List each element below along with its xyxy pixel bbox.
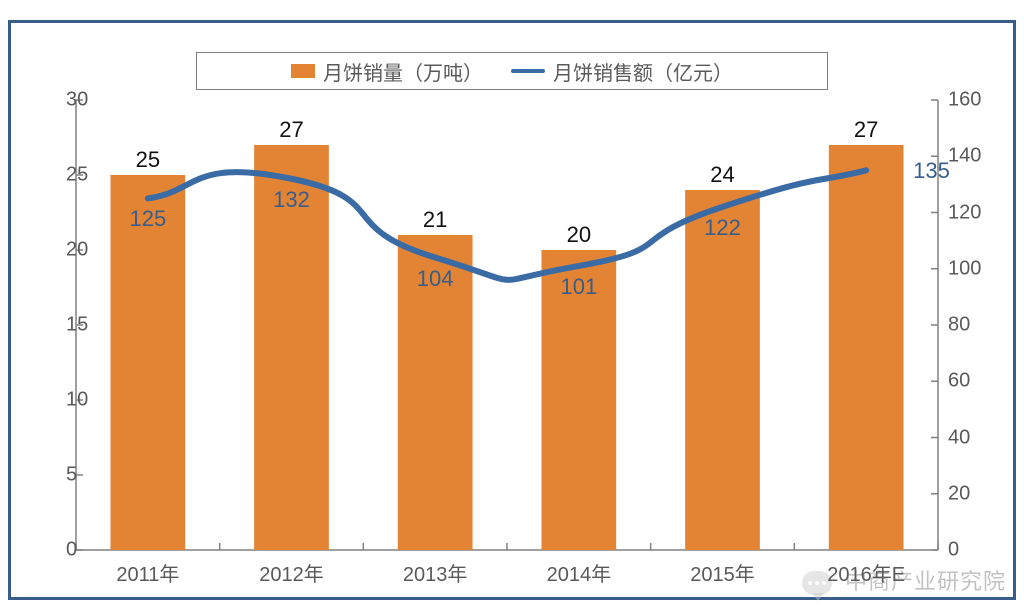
bar-swatch-icon bbox=[291, 64, 315, 78]
y-right-tick-label: 20 bbox=[948, 482, 970, 505]
y-right-tick-label: 140 bbox=[948, 145, 981, 168]
chart-svg bbox=[76, 100, 938, 550]
line-value-label: 101 bbox=[560, 274, 597, 300]
line-value-label: 135 bbox=[913, 158, 950, 184]
x-tick-label: 2011年 bbox=[116, 558, 179, 587]
legend: 月饼销量（万吨） 月饼销售额（亿元） bbox=[196, 52, 828, 90]
y-right-tick-label: 0 bbox=[948, 539, 959, 562]
x-tick-label: 2015年 bbox=[690, 558, 755, 587]
y-right-tick-label: 120 bbox=[948, 201, 981, 224]
bar-value-label: 27 bbox=[854, 117, 878, 143]
line-value-label: 104 bbox=[417, 266, 454, 292]
x-tick-label: 2014年 bbox=[547, 558, 612, 587]
line-swatch-icon bbox=[511, 69, 545, 73]
plot-area bbox=[76, 100, 938, 550]
legend-label-line: 月饼销售额（亿元） bbox=[553, 57, 733, 86]
y-right-tick-label: 60 bbox=[948, 370, 970, 393]
bar-value-label: 21 bbox=[423, 207, 447, 233]
legend-item-bar: 月饼销量（万吨） bbox=[291, 57, 483, 86]
legend-label-bar: 月饼销量（万吨） bbox=[323, 57, 483, 86]
bar-value-label: 27 bbox=[279, 117, 303, 143]
bar-value-label: 24 bbox=[710, 162, 734, 188]
bar-value-label: 25 bbox=[136, 147, 160, 173]
line-value-label: 122 bbox=[704, 215, 741, 241]
x-tick-label: 2016年E bbox=[827, 558, 905, 587]
y-right-tick-label: 100 bbox=[948, 257, 981, 280]
bar-value-label: 20 bbox=[567, 222, 591, 248]
x-tick-label: 2013年 bbox=[403, 558, 468, 587]
line-value-label: 132 bbox=[273, 187, 310, 213]
y-right-tick-label: 160 bbox=[948, 89, 981, 112]
legend-item-line: 月饼销售额（亿元） bbox=[511, 57, 733, 86]
line-value-label: 125 bbox=[129, 206, 166, 232]
y-right-tick-label: 80 bbox=[948, 314, 970, 337]
x-tick-label: 2012年 bbox=[259, 558, 324, 587]
y-right-tick-label: 40 bbox=[948, 426, 970, 449]
